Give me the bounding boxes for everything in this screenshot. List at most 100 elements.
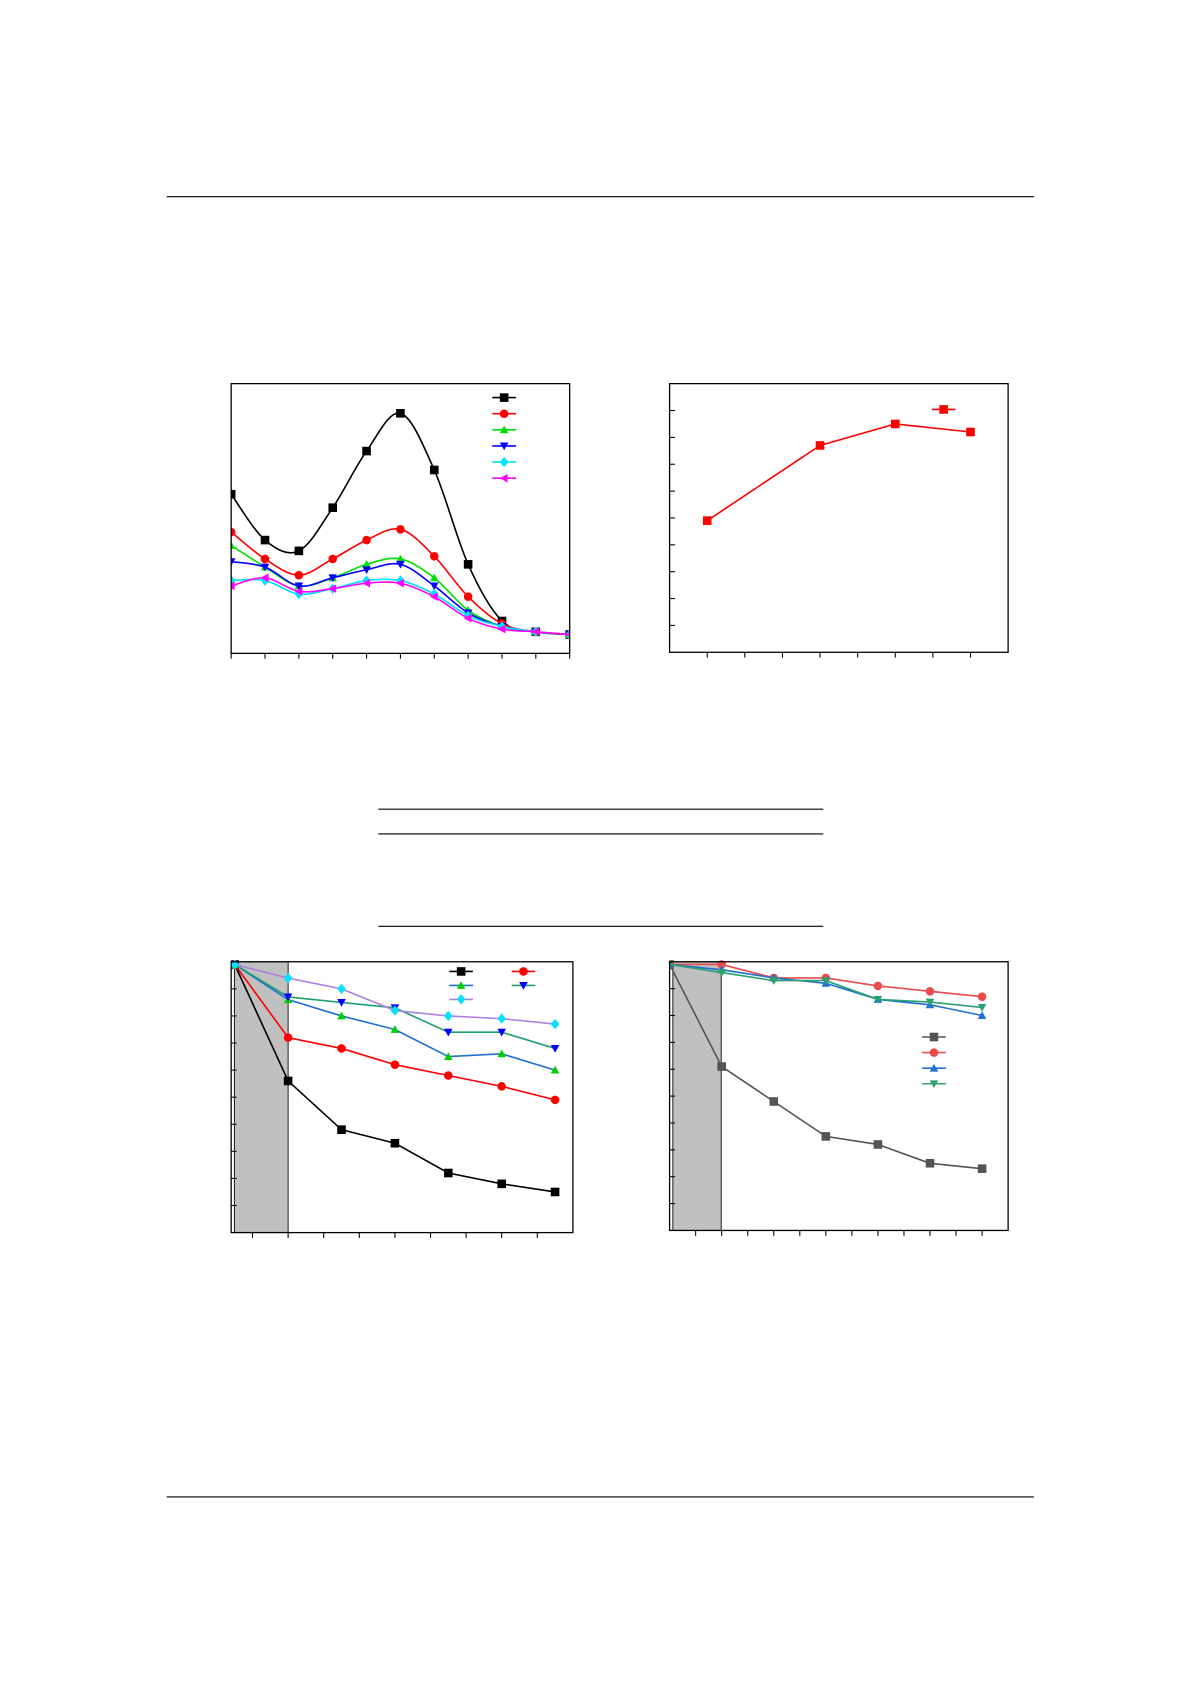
data-point [294, 570, 304, 580]
plot-frame [230, 382, 571, 655]
data-point [283, 1033, 293, 1042]
data-point [390, 1138, 400, 1148]
data-point [390, 1005, 400, 1016]
data-point [429, 582, 439, 591]
data-point [231, 558, 236, 566]
data-point [966, 427, 975, 437]
legend-symbol [499, 456, 509, 468]
data-point [890, 419, 900, 429]
legend-symbol [499, 409, 509, 419]
data-point [463, 614, 472, 623]
data-point [769, 977, 779, 985]
data-point [444, 1071, 453, 1080]
data-point [429, 465, 439, 475]
data-point [429, 573, 439, 582]
chart [668, 382, 1009, 658]
data-point [550, 1187, 560, 1197]
data-point [283, 993, 293, 1002]
data-point [390, 1060, 400, 1069]
data-point [821, 1132, 831, 1141]
data-point [283, 1076, 293, 1086]
data-point [444, 1028, 453, 1037]
data-point [550, 1095, 560, 1105]
data-point [925, 1158, 935, 1168]
data-point [362, 446, 371, 456]
legend-symbol [499, 473, 508, 483]
data-point [444, 1052, 453, 1061]
data-point [873, 995, 883, 1004]
data-point [497, 1179, 507, 1189]
series-line [231, 560, 570, 636]
data-point [337, 1125, 346, 1134]
plot-area [669, 960, 987, 1173]
data-point [977, 992, 987, 1002]
legend-symbol [456, 981, 466, 989]
plot-frame [668, 382, 1009, 653]
legend-symbol [929, 1032, 939, 1042]
chart [230, 382, 571, 659]
data-point [337, 998, 346, 1007]
series-line [231, 412, 570, 636]
data-point [328, 574, 338, 583]
series-line [231, 578, 570, 636]
data-point [396, 578, 404, 588]
data-point [550, 1045, 560, 1053]
legend-symbol [519, 981, 528, 990]
data-point [497, 1049, 507, 1058]
data-point [231, 581, 235, 591]
data-point [977, 1004, 987, 1012]
data-point [260, 554, 270, 564]
data-point [294, 587, 303, 596]
plot-frame [668, 961, 1009, 1232]
data-point [231, 489, 236, 499]
legend-symbol [929, 1080, 939, 1089]
data-point [497, 624, 506, 634]
series-line [706, 423, 971, 522]
data-point [873, 981, 883, 991]
data-point [260, 573, 269, 583]
data-point [821, 977, 831, 985]
shaded-region [233, 961, 289, 1234]
data-point [463, 592, 473, 602]
data-point [444, 1168, 453, 1178]
data-point [463, 560, 473, 569]
chart [230, 959, 574, 1238]
data-point [390, 1025, 400, 1033]
data-point [429, 592, 438, 602]
data-point [396, 409, 405, 418]
data-point [429, 551, 439, 561]
data-point [260, 535, 270, 545]
data-point [925, 987, 935, 996]
data-point [328, 554, 338, 564]
data-point [396, 554, 405, 563]
data-point [497, 1028, 507, 1037]
data-point [260, 563, 270, 572]
data-point [294, 582, 304, 591]
data-point [444, 1010, 453, 1022]
legend-symbol [456, 994, 466, 1005]
data-point [769, 1097, 779, 1106]
data-point [337, 1011, 346, 1020]
legend-symbol [939, 405, 948, 414]
legend-symbol [929, 1063, 939, 1072]
series-line [231, 577, 570, 636]
data-point [328, 584, 337, 593]
data-point [531, 627, 540, 637]
data-point [565, 632, 570, 637]
plot-area [231, 409, 570, 640]
legend-symbol [499, 425, 509, 434]
data-point [396, 524, 405, 534]
data-point [497, 1013, 507, 1024]
data-point [362, 566, 371, 575]
data-point [702, 516, 712, 525]
data-point [294, 546, 304, 556]
data-point [717, 1062, 726, 1071]
data-point [337, 1044, 346, 1053]
legend-symbol [456, 967, 466, 976]
data-point [925, 998, 935, 1007]
legend-symbol [929, 1048, 939, 1057]
chart [668, 960, 1009, 1236]
data-point [337, 983, 346, 995]
